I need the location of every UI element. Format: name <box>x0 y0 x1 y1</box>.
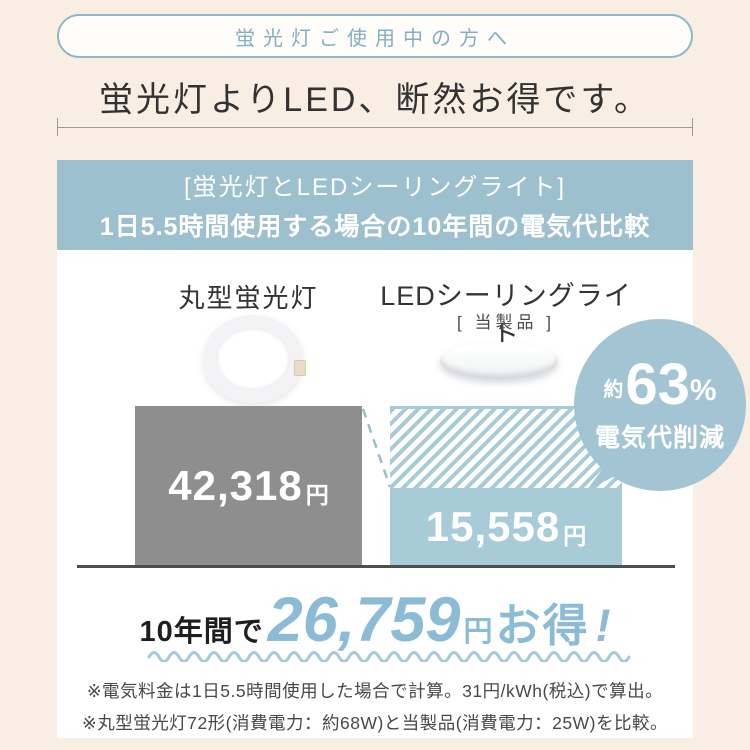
divider-tick-left <box>57 118 58 136</box>
chart-baseline <box>77 565 675 568</box>
led-sublabel: [ 当製品 ] <box>457 313 555 332</box>
led-cost-bar: 15,558 円 <box>390 488 622 565</box>
wavy-underline <box>147 651 631 662</box>
page-title: 蛍光灯よりLED、断然お得です。 <box>98 81 652 119</box>
discount-badge-row: 約 63 % <box>603 356 716 414</box>
comparison-header-line1: [蛍光灯とLEDシーリングライト] <box>183 174 567 201</box>
savings-prefix: 10年間で <box>139 616 264 648</box>
comparison-panel: [蛍光灯とLEDシーリングライト] 1日5.5時間使用する場合の10年間の電気代… <box>57 160 746 740</box>
savings-exclamation: ! <box>595 600 611 651</box>
led-ceiling-light-image <box>440 342 558 379</box>
comparison-header: [蛍光灯とLEDシーリングライト] 1日5.5時間使用する場合の10年間の電気代… <box>57 160 693 250</box>
savings-summary: 10年間で 26,759 円 お得 ! <box>57 584 693 656</box>
led-label: LEDシーリングライト <box>380 281 632 350</box>
badge-caption: 電気代削減 <box>594 424 725 452</box>
fluorescent-cost-unit: 円 <box>305 481 329 508</box>
badge-approx-label: 約 <box>603 379 624 401</box>
discount-badge: 約 63 % 電気代削減 <box>574 319 746 491</box>
fluorescent-cost-bar: 42,318 円 <box>135 406 362 565</box>
footnote-line2: ※丸型蛍光灯72形(消費電力：約68W)と当製品(消費電力：25W)を比較。 <box>82 713 668 734</box>
footnotes: ※電気料金は1日5.5時間使用した場合で計算。31円/kWh(税込)で算出。 ※… <box>57 675 693 740</box>
savings-amount: 26,759 <box>267 585 461 655</box>
badge-percent-sign: % <box>689 374 717 407</box>
footnote-line1: ※電気料金は1日5.5時間使用した場合で計算。31円/kWh(税込)で算出。 <box>86 681 664 701</box>
led-cost-value: 15,558 <box>425 502 561 550</box>
ring-connector <box>294 360 306 376</box>
fluorescent-label: 丸型蛍光灯 <box>178 283 319 313</box>
divider-line <box>57 118 693 136</box>
badge-percent-value: 63 <box>625 352 690 417</box>
fluorescent-ring-image <box>203 315 306 403</box>
top-banner-pill: 蛍光灯ご使用中の方へ <box>57 14 693 58</box>
divider-tick-right <box>692 118 693 136</box>
savings-suffix: お得 <box>495 600 590 651</box>
led-cost-unit: 円 <box>563 522 587 549</box>
fluorescent-cost-value: 42,318 <box>168 461 303 509</box>
top-banner-label: 蛍光灯ご使用中の方へ <box>235 27 515 50</box>
comparison-header-line2: 1日5.5時間使用する場合の10年間の電気代比較 <box>99 213 651 241</box>
savings-unit: 円 <box>463 616 493 648</box>
